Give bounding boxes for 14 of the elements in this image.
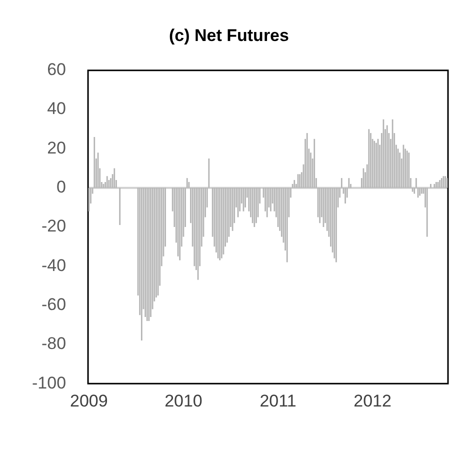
y-tick-label: -40	[41, 256, 66, 275]
chart-title: (c) Net Futures	[169, 26, 289, 45]
x-tick-label: 2010	[164, 391, 202, 410]
y-tick-label: 60	[47, 60, 66, 80]
x-tick-label: 2009	[70, 391, 108, 410]
y-tick-label: -80	[41, 334, 66, 354]
x-tick-label: 2011	[260, 391, 296, 410]
x-tick-label: 2012	[354, 391, 392, 410]
y-tick-label: -20	[41, 216, 66, 236]
y-tick-label: -100	[32, 373, 66, 392]
y-tick-label: -60	[41, 294, 66, 314]
y-tick-label: 20	[47, 138, 66, 158]
y-tick-label: 0	[56, 178, 66, 197]
y-tick-label: 40	[47, 99, 66, 118]
